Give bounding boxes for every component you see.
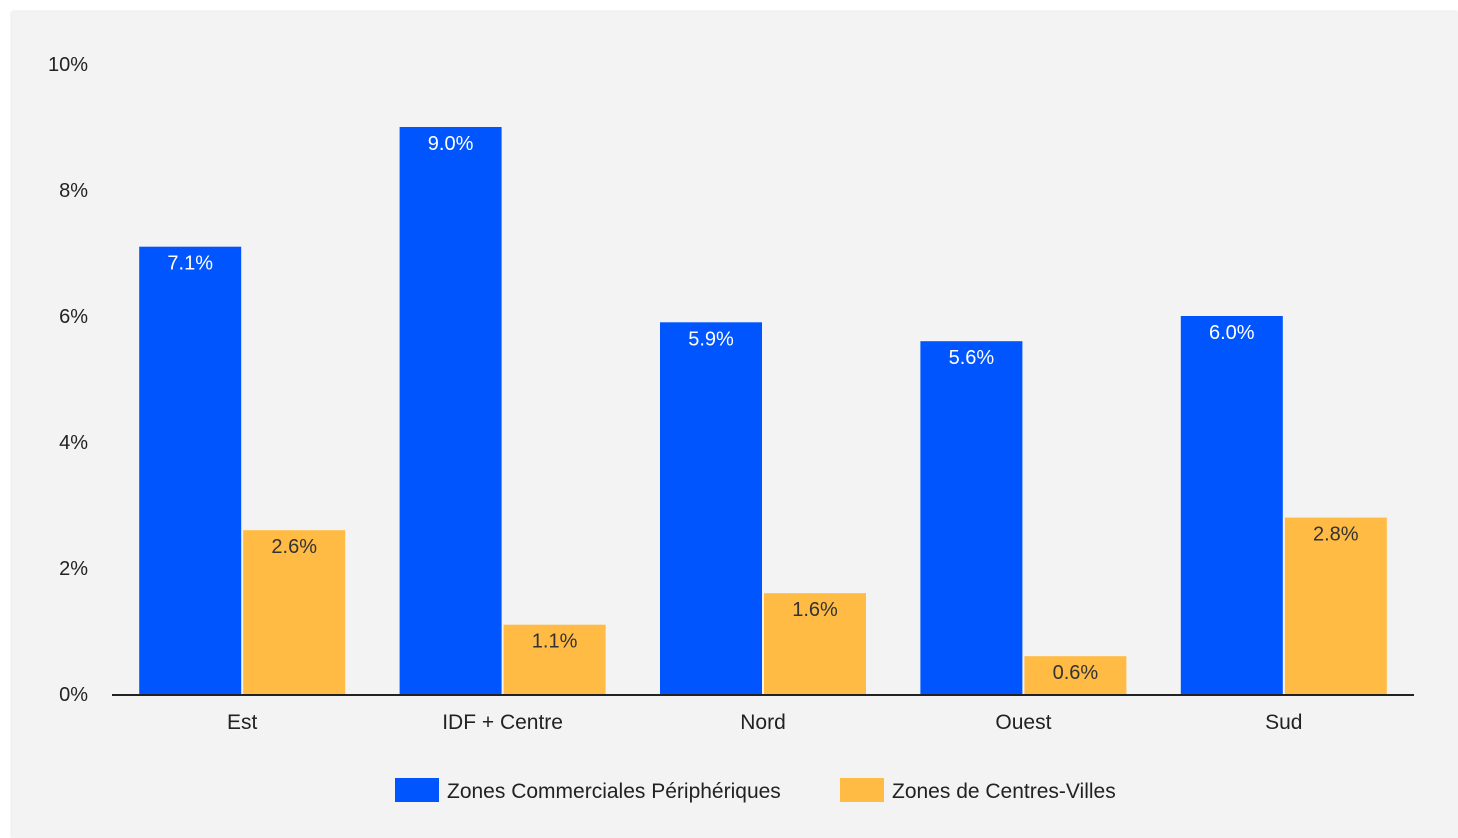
data-label: 6.0% bbox=[1209, 322, 1255, 344]
bar-peripheral bbox=[1180, 316, 1283, 694]
y-tick-label: 6% bbox=[59, 306, 88, 328]
x-category-label: Nord bbox=[740, 711, 786, 734]
x-category-label: Est bbox=[227, 711, 258, 734]
y-tick-label: 2% bbox=[59, 558, 88, 580]
legend-label: Zones Commerciales Périphériques bbox=[447, 780, 781, 803]
data-labels: 7.1% 2.6% 9.0% 1.1% 5.9% 1.6% 5.6% 0.6% 6.0% 2.8% bbox=[167, 133, 1358, 684]
bar-peripheral bbox=[399, 127, 502, 694]
bar-city-centre bbox=[1284, 517, 1387, 694]
y-tick-label: 8% bbox=[59, 180, 88, 202]
x-category-label: Sud bbox=[1265, 711, 1302, 734]
bar-peripheral bbox=[660, 322, 762, 694]
bar-city-centre bbox=[243, 530, 346, 694]
legend-label: Zones de Centres-Villes bbox=[892, 780, 1116, 803]
y-tick-label: 0% bbox=[59, 684, 88, 706]
bar-peripheral bbox=[920, 341, 1023, 694]
data-label: 7.1% bbox=[167, 253, 213, 275]
y-tick-label: 10% bbox=[48, 54, 88, 76]
bar-city-centre bbox=[503, 624, 606, 694]
legend-swatch bbox=[840, 778, 884, 802]
y-axis-ticks: 0% 2% 4% 6% 8% 10% bbox=[48, 54, 88, 706]
x-axis-categories: Est IDF + Centre Nord Ouest Sud bbox=[227, 711, 1302, 734]
bar-city-centre bbox=[1024, 656, 1127, 694]
data-label: 9.0% bbox=[428, 133, 474, 155]
data-label: 1.1% bbox=[532, 631, 578, 653]
legend: Zones Commerciales Périphériques Zones de… bbox=[395, 778, 1116, 803]
data-label: 2.6% bbox=[271, 536, 317, 558]
bar-city-centre bbox=[764, 593, 866, 694]
data-label: 1.6% bbox=[792, 599, 838, 621]
data-label: 0.6% bbox=[1053, 662, 1099, 684]
bar-peripheral bbox=[139, 246, 242, 694]
data-label: 5.6% bbox=[949, 347, 995, 369]
x-category-label: Ouest bbox=[995, 711, 1051, 734]
data-label: 5.9% bbox=[688, 328, 734, 350]
y-tick-label: 4% bbox=[59, 432, 88, 454]
data-label: 2.8% bbox=[1313, 524, 1359, 546]
x-category-label: IDF + Centre bbox=[442, 711, 563, 734]
legend-swatch bbox=[395, 778, 439, 802]
bars bbox=[139, 127, 1387, 694]
